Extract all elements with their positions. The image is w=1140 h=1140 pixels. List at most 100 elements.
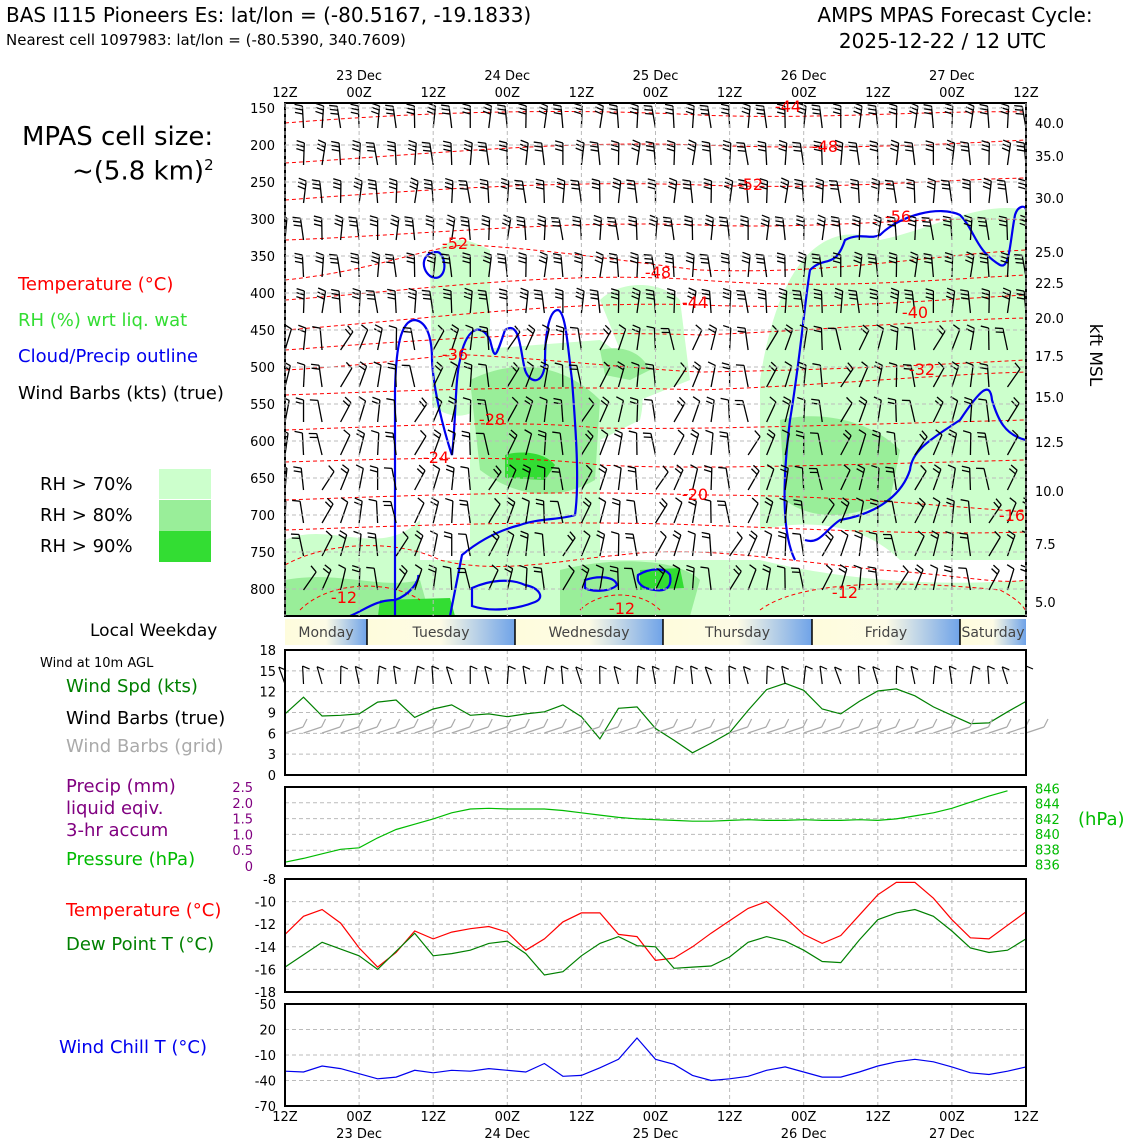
barb-flag xyxy=(813,148,822,152)
legend-rh90-swatch xyxy=(159,531,211,562)
barb-flag xyxy=(854,534,863,539)
barb-flag xyxy=(481,219,490,223)
barb-flag xyxy=(388,182,397,186)
barb-flag xyxy=(757,288,766,292)
barb-flag xyxy=(700,112,709,115)
sounding-barb xyxy=(285,180,286,203)
barb-flag xyxy=(552,253,562,256)
barb-flag xyxy=(413,718,419,728)
barb-flag xyxy=(569,531,576,539)
wind-barb-true xyxy=(819,665,828,685)
barb-flag xyxy=(556,181,565,186)
barb-flag xyxy=(365,289,374,292)
wind-barb-true xyxy=(969,665,981,685)
barb-staff xyxy=(631,568,638,591)
hpa-unit-label: (hPa) xyxy=(1078,809,1125,830)
barb-flag xyxy=(904,293,913,296)
sounding-barb xyxy=(799,324,808,351)
sounding-barb xyxy=(421,141,434,166)
barb-flag xyxy=(720,397,729,401)
barb-flag xyxy=(470,665,478,670)
barb-flag xyxy=(585,464,593,472)
sounding-barb xyxy=(478,363,490,388)
barb-flag xyxy=(737,326,746,329)
barb-flag xyxy=(977,435,986,438)
barb-flag xyxy=(868,261,877,264)
sounding-barb xyxy=(447,429,456,456)
barb-flag xyxy=(443,292,452,296)
sounding-barb xyxy=(506,530,515,557)
sounding-barb xyxy=(556,177,566,204)
pressure-ytick-4: 844 xyxy=(1035,798,1060,813)
barb-flag xyxy=(757,140,766,144)
barb-flag xyxy=(993,501,1000,509)
barb-flag xyxy=(960,297,970,300)
barb-flag xyxy=(699,253,708,256)
sounding-barb xyxy=(821,564,833,591)
barb-flag xyxy=(926,185,935,190)
sounding-barb xyxy=(445,497,454,524)
barb-flag xyxy=(632,139,641,144)
barb-flag xyxy=(425,219,434,223)
sounding-grid xyxy=(284,103,1027,616)
barb-flag xyxy=(701,144,710,148)
sounding-barb xyxy=(890,287,900,314)
barb-flag xyxy=(617,718,623,728)
barb-flag xyxy=(469,718,475,728)
barb-flag xyxy=(962,178,971,182)
barb-flag xyxy=(329,253,338,256)
sounding-barb xyxy=(338,564,347,591)
barb-flag xyxy=(347,325,354,333)
sounding-barb xyxy=(840,530,849,557)
barb-flag xyxy=(463,365,472,370)
barb-staff xyxy=(373,568,379,591)
barb-flag xyxy=(297,185,306,190)
barb-flag xyxy=(909,255,918,260)
sounding-barb xyxy=(840,464,851,491)
sounding-barb xyxy=(784,361,793,388)
barb-staff xyxy=(613,666,620,685)
barb-flag xyxy=(872,429,881,434)
top-tick-1: 00Z xyxy=(346,86,372,101)
sounding-barb xyxy=(340,325,354,351)
barb-flag xyxy=(294,252,303,256)
barb-flag xyxy=(946,497,955,502)
barb-flag xyxy=(574,256,583,260)
barb-staff xyxy=(803,328,808,351)
barb-flag xyxy=(369,469,378,473)
barb-flag xyxy=(943,223,952,227)
barb-staff xyxy=(544,726,563,734)
barb-flag xyxy=(962,186,971,190)
barb-flag xyxy=(609,256,618,260)
sounding-barb xyxy=(654,465,669,491)
barb-staff xyxy=(858,568,862,591)
sounding-barb xyxy=(776,103,786,129)
barb-flag xyxy=(462,397,471,401)
barb-flag xyxy=(718,216,728,219)
barb-flag xyxy=(338,534,346,540)
sounding-barb xyxy=(662,216,675,241)
barb-flag xyxy=(781,177,789,182)
sounding-barb xyxy=(930,564,939,591)
pressure-ytick-2: 840 xyxy=(1035,828,1060,843)
barb-flag xyxy=(748,534,756,541)
sounding-barb xyxy=(834,139,844,166)
isotherm-labels: -44-48-52-56-52-48-44-40-36-32-28-24-20-… xyxy=(331,97,1025,618)
barb-flag xyxy=(628,215,637,219)
sounding-barb xyxy=(914,464,927,491)
barb-staff xyxy=(983,468,990,491)
barb-flag xyxy=(505,564,513,570)
dewpoint-line xyxy=(284,908,1027,976)
barb-flag xyxy=(608,224,617,227)
barb-flag xyxy=(556,185,565,190)
temperature-line xyxy=(284,881,1027,968)
barb-staff xyxy=(468,432,471,456)
barb-flag xyxy=(1011,429,1019,437)
sounding-barb xyxy=(1006,564,1015,591)
barb-staff xyxy=(488,726,507,734)
barb-flag xyxy=(873,218,881,223)
barb-flag xyxy=(492,530,500,538)
barb-flag xyxy=(834,295,843,300)
barb-flag xyxy=(1000,251,1009,256)
barb-flag xyxy=(776,256,786,260)
